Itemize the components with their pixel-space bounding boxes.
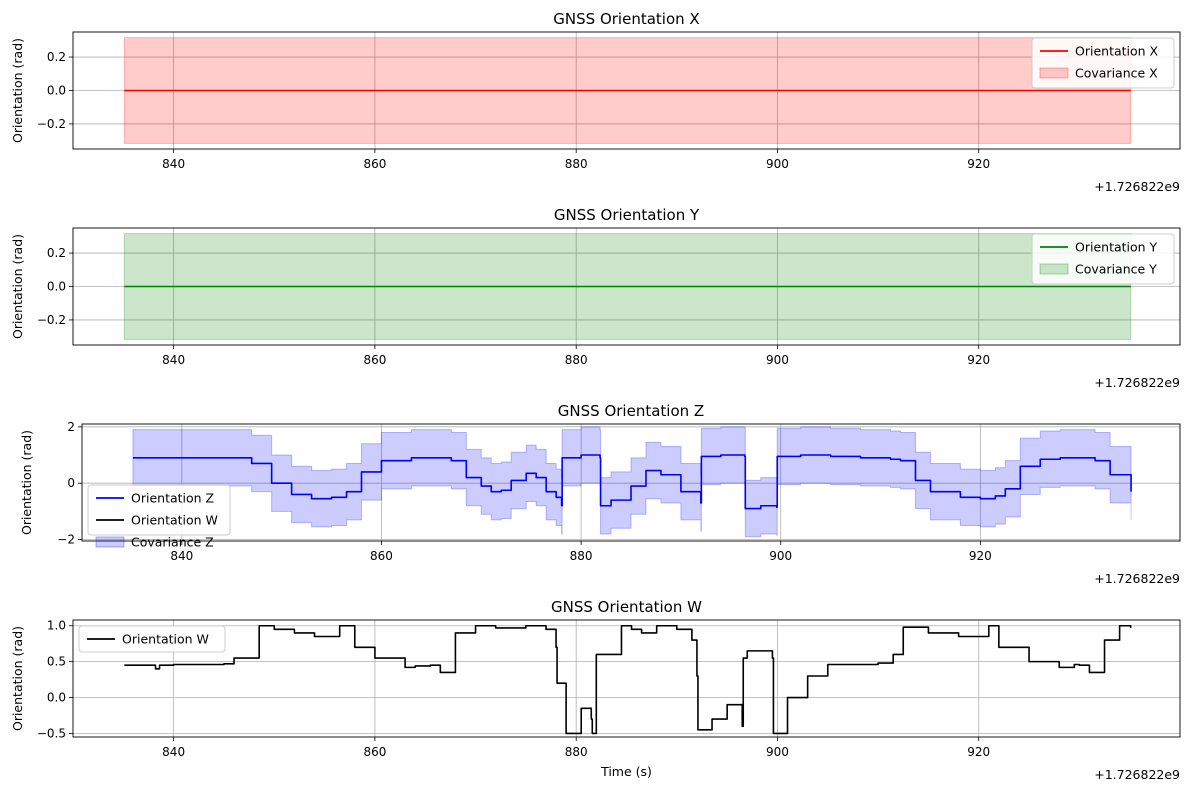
legend: Orientation Y Covariance Y bbox=[1031, 233, 1175, 285]
x-tick-label: 860 bbox=[363, 157, 386, 171]
x-tick-label: 860 bbox=[363, 353, 386, 367]
x-tick-label: 840 bbox=[162, 157, 185, 171]
legend: Orientation Z Orientation W Covariance Z bbox=[87, 484, 231, 550]
x-tick-label: 920 bbox=[967, 353, 990, 367]
x-tick-label: 860 bbox=[370, 549, 393, 563]
legend-label: Covariance Z bbox=[131, 535, 214, 550]
x-tick-label: 920 bbox=[969, 549, 992, 563]
x-tick-label: 900 bbox=[766, 353, 789, 367]
subplot-4: 840 860 880 900 920 1.0 0.5 0.0 −0.5 GNSS Orienta… bbox=[10, 598, 1181, 782]
axes-frame bbox=[81, 423, 1181, 542]
x-tick-label: 840 bbox=[170, 549, 193, 563]
y-tick-label: −0.2 bbox=[37, 313, 66, 327]
y-axis-label: Orientation (rad) bbox=[10, 234, 25, 339]
x-tick-label: 880 bbox=[570, 549, 593, 563]
x-offset-label: +1.726822e9 bbox=[1094, 375, 1180, 390]
y-tick-label: 2 bbox=[67, 420, 75, 434]
legend-label: Covariance Y bbox=[1075, 262, 1157, 277]
y-tick-label: 1.0 bbox=[47, 619, 66, 633]
subplot-2: 840 860 880 900 920 0.2 0.0 −0.2 GNSS Orientatio… bbox=[10, 206, 1181, 390]
x-tick-label: 860 bbox=[363, 745, 386, 759]
x-offset-label: +1.726822e9 bbox=[1094, 179, 1180, 194]
legend: Orientation X Covariance X bbox=[1031, 37, 1175, 89]
grid bbox=[82, 424, 1180, 541]
y-tick-label: 0.2 bbox=[47, 50, 66, 64]
x-tick-label: 880 bbox=[565, 353, 588, 367]
grid bbox=[73, 620, 1180, 737]
covariance-band bbox=[132, 426, 1132, 538]
legend-patch-swatch bbox=[95, 536, 125, 548]
subplot-3: 840 860 880 900 920 2 0 −2 GNSS Orientation Z Ori… bbox=[19, 402, 1181, 586]
legend-label: Orientation Y bbox=[1075, 240, 1158, 255]
y-tick-label: −2 bbox=[57, 533, 75, 547]
subplot-title: GNSS Orientation X bbox=[553, 10, 699, 28]
x-tick-label: 880 bbox=[565, 157, 588, 171]
y-tick-label: 0 bbox=[67, 476, 75, 490]
y-axis-label: Orientation (rad) bbox=[19, 430, 34, 535]
subplot-title: GNSS Orientation Z bbox=[558, 402, 704, 420]
legend-patch-swatch bbox=[1039, 67, 1069, 79]
x-offset-label: +1.726822e9 bbox=[1094, 767, 1180, 782]
x-tick-label: 880 bbox=[565, 745, 588, 759]
y-tick-label: 0.0 bbox=[47, 691, 66, 705]
subplot-1: 840 860 880 900 920 0.2 0.0 −0.2 GNSS Orientatio… bbox=[10, 10, 1181, 194]
y-tick-label: −0.5 bbox=[37, 726, 66, 740]
series-line bbox=[124, 624, 1132, 735]
y-tick-label: 0.0 bbox=[47, 280, 66, 294]
y-tick-label: 0.5 bbox=[47, 655, 66, 669]
series-line bbox=[132, 454, 1132, 510]
legend-label: Orientation W bbox=[131, 513, 218, 528]
legend-label: Orientation Z bbox=[131, 491, 214, 506]
x-offset-label: +1.726822e9 bbox=[1094, 571, 1180, 586]
y-tick-label: 0.0 bbox=[47, 84, 66, 98]
x-tick-label: 840 bbox=[162, 745, 185, 759]
y-axis-label: Orientation (rad) bbox=[10, 626, 25, 731]
x-tick-label: 900 bbox=[766, 157, 789, 171]
x-axis-label: Time (s) bbox=[600, 764, 652, 779]
axes-frame bbox=[72, 619, 1181, 738]
legend-patch-swatch bbox=[1039, 263, 1069, 275]
legend-label: Covariance X bbox=[1075, 66, 1158, 81]
legend-label: Orientation W bbox=[122, 632, 209, 647]
y-axis-label: Orientation (rad) bbox=[10, 38, 25, 143]
legend-label: Orientation X bbox=[1075, 44, 1159, 59]
legend-box bbox=[78, 625, 226, 653]
x-tick-label: 840 bbox=[162, 353, 185, 367]
legend: Orientation W bbox=[78, 625, 226, 653]
subplot-title: GNSS Orientation Y bbox=[554, 206, 700, 224]
y-tick-label: 0.2 bbox=[47, 246, 66, 260]
x-tick-label: 920 bbox=[967, 745, 990, 759]
x-tick-label: 900 bbox=[769, 549, 792, 563]
y-tick-label: −0.2 bbox=[37, 117, 66, 131]
subplot-title: GNSS Orientation W bbox=[551, 598, 702, 616]
x-tick-label: 900 bbox=[766, 745, 789, 759]
x-tick-label: 920 bbox=[967, 157, 990, 171]
